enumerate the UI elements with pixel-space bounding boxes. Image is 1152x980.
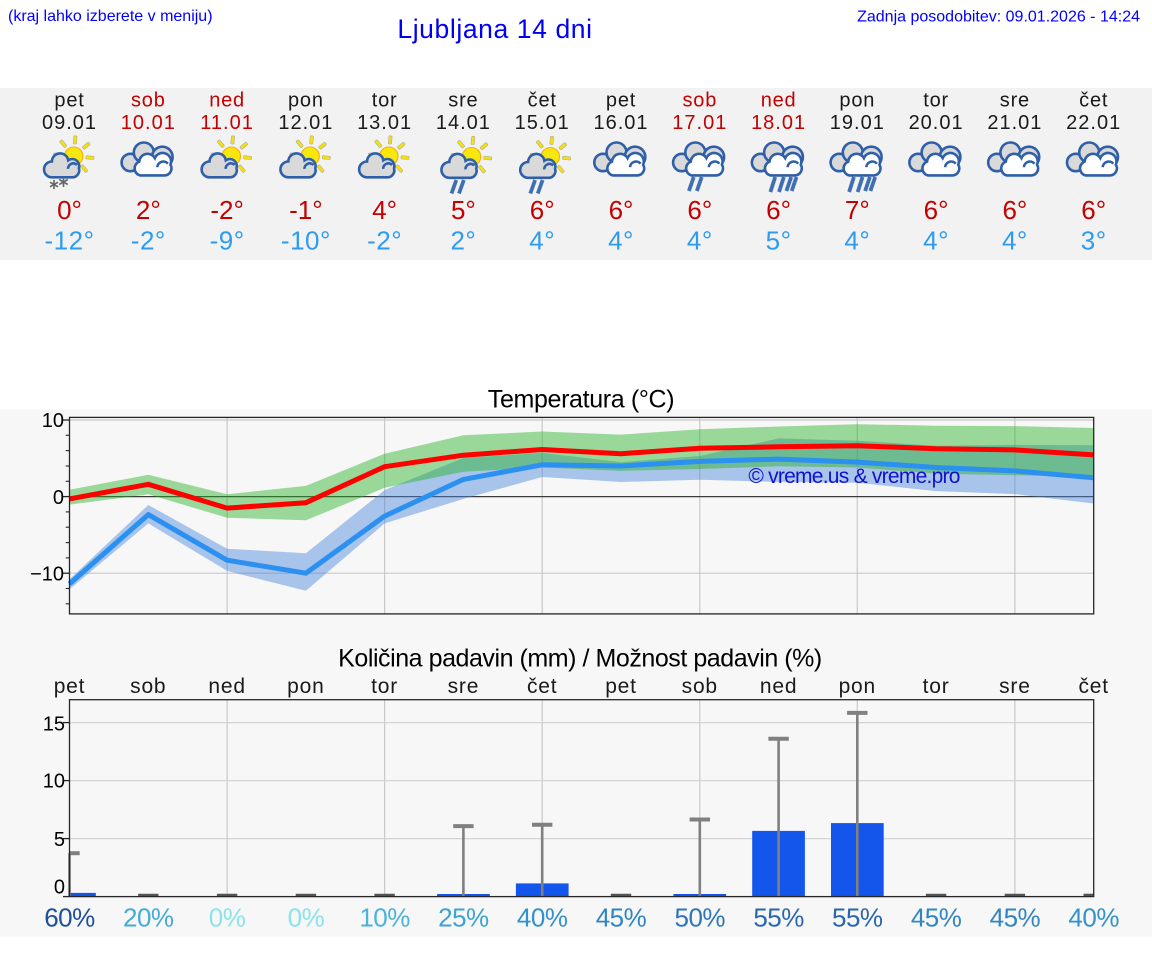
svg-text:sre: sre: [448, 675, 480, 698]
svg-text:tor: tor: [923, 675, 950, 698]
svg-text:5°: 5°: [451, 195, 476, 225]
svg-text:sob: sob: [130, 675, 166, 698]
svg-text:pon: pon: [839, 675, 876, 698]
svg-text:sre: sre: [1000, 89, 1030, 111]
svg-text:10.01: 10.01: [121, 112, 176, 134]
svg-text:3°: 3°: [1081, 226, 1107, 256]
svg-text:14.01: 14.01: [436, 112, 491, 134]
svg-text:pet: pet: [605, 675, 637, 698]
svg-text:6°: 6°: [766, 195, 791, 225]
svg-text:40%: 40%: [517, 903, 568, 933]
svg-text:6°: 6°: [530, 195, 555, 225]
svg-text:-9°: -9°: [210, 226, 245, 256]
svg-text:25%: 25%: [438, 903, 489, 933]
svg-text:18.01: 18.01: [751, 112, 806, 134]
svg-text:09.01: 09.01: [42, 112, 97, 134]
svg-text:ned: ned: [761, 89, 797, 111]
svg-text:0%: 0%: [288, 903, 325, 933]
svg-text:pon: pon: [287, 675, 324, 698]
svg-text:60%: 60%: [44, 903, 95, 933]
svg-text:Ljubljana 14 dni: Ljubljana 14 dni: [397, 14, 592, 44]
svg-text:0: 0: [53, 487, 64, 509]
svg-text:19.01: 19.01: [830, 112, 885, 134]
svg-text:ned: ned: [208, 675, 245, 698]
svg-text:7°: 7°: [845, 195, 870, 225]
svg-text:5: 5: [54, 829, 65, 851]
svg-text:čet: čet: [527, 675, 557, 698]
svg-text:tor: tor: [371, 675, 398, 698]
svg-text:6°: 6°: [687, 195, 712, 225]
svg-text:45%: 45%: [990, 903, 1041, 933]
svg-text:4°: 4°: [372, 195, 397, 225]
svg-text:4°: 4°: [844, 226, 870, 256]
svg-text:16.01: 16.01: [593, 112, 648, 134]
svg-text:Količina padavin (mm) / Možnos: Količina padavin (mm) / Možnost padavin …: [338, 645, 822, 673]
svg-text:pon: pon: [839, 89, 875, 111]
svg-text:20%: 20%: [123, 903, 174, 933]
svg-text:čet: čet: [528, 89, 557, 111]
svg-text:2°: 2°: [450, 226, 476, 256]
svg-text:sob: sob: [682, 675, 718, 698]
svg-text:pet: pet: [606, 89, 636, 111]
svg-text:50%: 50%: [675, 903, 726, 933]
svg-text:čet: čet: [1079, 89, 1108, 111]
svg-text:45%: 45%: [911, 903, 962, 933]
svg-text:pon: pon: [288, 89, 324, 111]
svg-text:4°: 4°: [529, 226, 555, 256]
svg-text:4°: 4°: [923, 226, 949, 256]
svg-text:-2°: -2°: [210, 195, 244, 225]
svg-text:Temperatura (°C): Temperatura (°C): [488, 385, 674, 413]
svg-text:-2°: -2°: [131, 226, 166, 256]
svg-text:-1°: -1°: [289, 195, 323, 225]
svg-text:0%: 0%: [209, 903, 246, 933]
svg-text:-10°: -10°: [281, 226, 331, 256]
svg-text:15: 15: [43, 714, 65, 736]
svg-text:4°: 4°: [1002, 226, 1028, 256]
svg-text:12.01: 12.01: [278, 112, 333, 134]
svg-text:45%: 45%: [596, 903, 647, 933]
svg-text:17.01: 17.01: [672, 112, 727, 134]
svg-text:0°: 0°: [57, 195, 82, 225]
svg-text:4°: 4°: [608, 226, 634, 256]
svg-text:55%: 55%: [753, 903, 804, 933]
svg-text:5°: 5°: [766, 226, 792, 256]
svg-text:pet: pet: [54, 89, 84, 111]
svg-text:sre: sre: [999, 675, 1031, 698]
svg-text:-12°: -12°: [45, 226, 95, 256]
svg-text:10%: 10%: [359, 903, 410, 933]
svg-text:čet: čet: [1078, 675, 1108, 698]
svg-text:(kraj lahko izberete v meniju): (kraj lahko izberete v meniju): [8, 8, 213, 25]
svg-text:sre: sre: [448, 89, 478, 111]
svg-text:-2°: -2°: [367, 226, 402, 256]
svg-text:2°: 2°: [136, 195, 161, 225]
svg-text:tor: tor: [372, 89, 398, 111]
svg-text:6°: 6°: [924, 195, 949, 225]
svg-text:ned: ned: [760, 675, 797, 698]
svg-text:6°: 6°: [1002, 195, 1027, 225]
svg-text:pet: pet: [54, 675, 86, 698]
svg-text:10: 10: [43, 771, 65, 793]
svg-text:sob: sob: [682, 89, 717, 111]
svg-text:13.01: 13.01: [357, 112, 412, 134]
svg-text:11.01: 11.01: [200, 112, 254, 134]
svg-text:40%: 40%: [1068, 903, 1119, 933]
svg-text:21.01: 21.01: [987, 112, 1042, 134]
svg-text:ned: ned: [209, 89, 245, 111]
svg-text:Zadnja posodobitev: 09.01.2026: Zadnja posodobitev: 09.01.2026 - 14:24: [857, 9, 1140, 26]
svg-text:tor: tor: [923, 89, 949, 111]
svg-text:© vreme.us & vreme.pro: © vreme.us & vreme.pro: [748, 465, 959, 488]
svg-text:6°: 6°: [1081, 195, 1106, 225]
svg-text:6°: 6°: [609, 195, 634, 225]
svg-text:15.01: 15.01: [515, 112, 570, 134]
svg-text:−10: −10: [30, 563, 64, 585]
svg-text:22.01: 22.01: [1066, 112, 1121, 134]
svg-text:10: 10: [42, 410, 64, 432]
svg-text:20.01: 20.01: [909, 112, 964, 134]
svg-text:55%: 55%: [832, 903, 883, 933]
svg-text:sob: sob: [131, 89, 166, 111]
svg-text:4°: 4°: [687, 226, 713, 256]
svg-text:0: 0: [54, 877, 65, 899]
